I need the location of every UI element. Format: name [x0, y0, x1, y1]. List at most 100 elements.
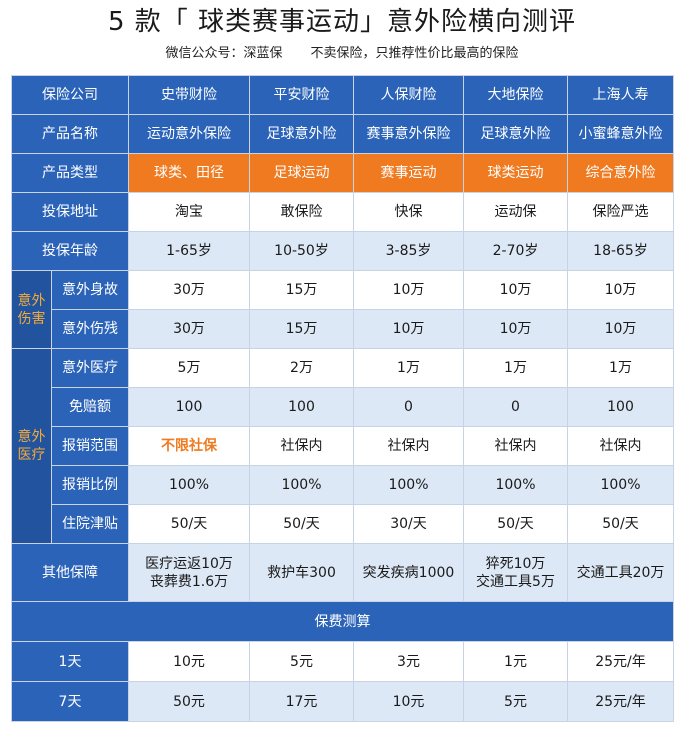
- age-cell: 2-70岁: [463, 231, 568, 271]
- subtitle-account: 微信公众号：深蓝保: [165, 46, 283, 61]
- allowance-cell: 30/天: [353, 504, 464, 544]
- label-medical: 意外医疗: [51, 348, 129, 388]
- row-day1: 1天 10元 5元 3元 1元 25元/年: [11, 641, 674, 682]
- medical-cell: 1万: [567, 348, 674, 388]
- row-other: 其他保障 医疗运返10万 丧葬费1.6万 救护车300 突发疾病1000 猝死1…: [11, 543, 674, 602]
- day1-cell: 5元: [249, 641, 354, 682]
- scope-cell: 社保内: [463, 426, 568, 466]
- label-channel: 投保地址: [11, 192, 129, 232]
- other-line: 交通工具20万: [576, 564, 665, 581]
- label-allowance: 住院津贴: [51, 504, 129, 544]
- allowance-cell: 50/天: [567, 504, 674, 544]
- row-age: 投保年龄 1-65岁 10-50岁 3-85岁 2-70岁 18-65岁: [11, 231, 674, 271]
- label-company: 保险公司: [11, 75, 129, 115]
- label-product: 产品名称: [11, 114, 129, 154]
- channel-cell: 运动保: [463, 192, 568, 232]
- day1-cell: 1元: [463, 641, 568, 682]
- other-line: 交通工具5万: [476, 573, 555, 590]
- company-cell: 史带财险: [128, 75, 250, 115]
- other-cell: 突发疾病1000: [353, 543, 464, 602]
- group-injury-label: 意外伤害: [17, 292, 46, 327]
- allowance-cell: 50/天: [463, 504, 568, 544]
- group-injury: 意外伤害: [11, 270, 52, 349]
- ratio-cell: 100%: [567, 465, 674, 505]
- other-line: 猝死10万: [485, 555, 546, 572]
- row-allowance: 住院津贴 50/天 50/天 30/天 50/天 50/天: [12, 504, 674, 544]
- product-cell: 赛事意外保险: [353, 114, 464, 154]
- type-cell: 综合意外险: [567, 153, 674, 193]
- group-medical: 意外医疗: [11, 348, 52, 544]
- premium-header: 保费测算: [11, 601, 674, 642]
- medical-cell: 5万: [128, 348, 250, 388]
- death-cell: 10万: [353, 270, 464, 310]
- deductible-cell: 0: [463, 387, 568, 427]
- age-cell: 18-65岁: [567, 231, 674, 271]
- row-day7: 7天 50元 17元 10元 5元 25元/年: [11, 681, 674, 722]
- label-scope: 报销范围: [51, 426, 129, 466]
- scope-cell: 社保内: [567, 426, 674, 466]
- day7-cell: 25元/年: [567, 681, 674, 722]
- other-line: 突发疾病1000: [362, 564, 455, 581]
- disability-cell: 10万: [567, 309, 674, 349]
- disability-cell: 10万: [463, 309, 568, 349]
- channel-cell: 淘宝: [128, 192, 250, 232]
- day7-cell: 10元: [353, 681, 464, 722]
- day7-cell: 17元: [249, 681, 354, 722]
- death-cell: 10万: [567, 270, 674, 310]
- allowance-cell: 50/天: [249, 504, 354, 544]
- ratio-cell: 100%: [249, 465, 354, 505]
- subtitle: 微信公众号：深蓝保 不卖保险，只推荐性价比最高的保险: [0, 46, 684, 62]
- row-disability: 意外伤残 30万 15万 10万 10万 10万: [12, 309, 674, 349]
- age-cell: 10-50岁: [249, 231, 354, 271]
- other-line: 医疗运返10万: [145, 555, 233, 572]
- other-cell: 救护车300: [249, 543, 354, 602]
- scope-cell: 社保内: [353, 426, 464, 466]
- channel-cell: 保险严选: [567, 192, 674, 232]
- other-cell: 医疗运返10万 丧葬费1.6万: [128, 543, 250, 602]
- type-cell: 球类运动: [463, 153, 568, 193]
- ratio-cell: 100%: [128, 465, 250, 505]
- ratio-cell: 100%: [463, 465, 568, 505]
- disability-cell: 10万: [353, 309, 464, 349]
- company-cell: 平安财险: [249, 75, 354, 115]
- deductible-cell: 100: [567, 387, 674, 427]
- day1-cell: 25元/年: [567, 641, 674, 682]
- row-medical: 意外医疗 意外医疗 5万 2万 1万 1万 1万: [11, 348, 674, 544]
- other-line: 救护车300: [267, 564, 336, 581]
- day1-cell: 3元: [353, 641, 464, 682]
- page-title: 5 款「 球类赛事运动」意外险横向测评: [107, 7, 577, 37]
- row-scope: 报销范围 不限社保 社保内 社保内 社保内 社保内: [12, 426, 674, 466]
- label-day1: 1天: [11, 641, 129, 682]
- day7-cell: 50元: [128, 681, 250, 722]
- product-cell: 足球意外险: [463, 114, 568, 154]
- disability-cell: 15万: [249, 309, 354, 349]
- label-day7: 7天: [11, 681, 129, 722]
- row-channel: 投保地址 淘宝 敢保险 快保 运动保 保险严选: [11, 192, 674, 232]
- medical-cell: 2万: [249, 348, 354, 388]
- product-cell: 运动意外保险: [128, 114, 250, 154]
- deductible-cell: 0: [353, 387, 464, 427]
- age-cell: 3-85岁: [353, 231, 464, 271]
- day7-cell: 5元: [463, 681, 568, 722]
- type-cell: 足球运动: [249, 153, 354, 193]
- age-cell: 1-65岁: [128, 231, 250, 271]
- scope-cell-highlight: 不限社保: [128, 426, 250, 466]
- label-disability: 意外伤残: [51, 309, 129, 349]
- disability-cell: 30万: [128, 309, 250, 349]
- channel-cell: 敢保险: [249, 192, 354, 232]
- subtitle-slogan: 不卖保险，只推荐性价比最高的保险: [310, 46, 519, 61]
- row-company: 保险公司 史带财险 平安财险 人保财险 大地保险 上海人寿: [11, 75, 674, 115]
- row-ratio: 报销比例 100% 100% 100% 100% 100%: [12, 465, 674, 505]
- comparison-table: 保险公司 史带财险 平安财险 人保财险 大地保险 上海人寿 产品名称 运动意外保…: [11, 75, 674, 722]
- deductible-cell: 100: [128, 387, 250, 427]
- label-ratio: 报销比例: [51, 465, 129, 505]
- day1-cell: 10元: [128, 641, 250, 682]
- row-death: 意外伤害 意外身故 30万 15万 10万 10万 10万: [11, 270, 674, 349]
- medical-cell: 1万: [353, 348, 464, 388]
- death-cell: 10万: [463, 270, 568, 310]
- medical-cell: 1万: [463, 348, 568, 388]
- label-death: 意外身故: [51, 270, 129, 310]
- product-cell: 小蜜蜂意外险: [567, 114, 674, 154]
- death-cell: 15万: [249, 270, 354, 310]
- type-cell: 球类、田径: [128, 153, 250, 193]
